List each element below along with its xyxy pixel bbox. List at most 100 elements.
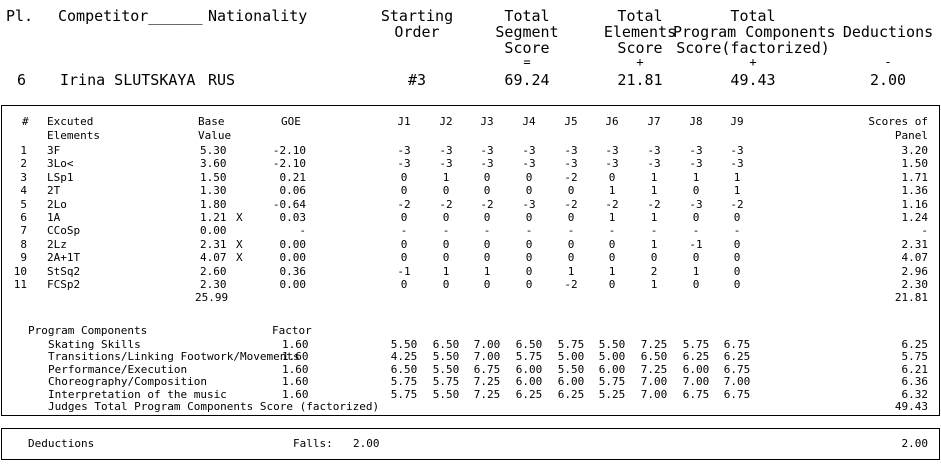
element-row-num: 11 [13,278,27,291]
element-goe: - [299,224,306,237]
element-name: 2Lz [47,238,67,251]
falls-value: 2.00 [353,437,380,450]
element-name: 2A+1T [47,251,81,264]
pcs-judge-score: 7.00 [682,375,710,388]
pcs-judge-score: 5.75 [390,388,418,401]
element-judge-score: -3 [522,157,536,170]
element-judge-score: 0 [608,251,616,264]
col-goe-header: GOE [281,115,301,128]
element-goe: 0.00 [279,251,307,264]
element-judge-score: 0 [608,278,616,291]
deductions-box [1,428,940,460]
judge-header-5: J5 [564,115,578,128]
element-judge-score: 0 [692,251,700,264]
element-panel-score: 1.16 [901,198,929,211]
element-judge-score: 0 [733,278,741,291]
pcs-judge-score: 5.00 [598,350,626,363]
element-judge-score: -3 [647,144,661,157]
pcs-judge-score: 5.50 [557,363,585,376]
element-judge-score: -3 [605,157,619,170]
element-goe: 0.36 [279,265,307,278]
pcs-judge-score: 6.50 [640,350,668,363]
element-judge-score: -3 [522,144,536,157]
element-judge-score: - [608,224,616,237]
pcs-judge-score: 5.75 [598,375,626,388]
element-goe: 0.03 [279,211,307,224]
element-x-marker: X [236,211,243,224]
pcs-component-name: Performance/Execution [48,363,188,376]
pcs-judge-score: 5.50 [390,338,418,351]
pcs-component-name: Skating Skills [48,338,141,351]
element-row-num: 8 [20,238,27,251]
pcs-judge-score: 6.50 [390,363,418,376]
element-judge-score: -3 [730,157,744,170]
pcs-judge-score: 5.75 [557,338,585,351]
col-elements-header-2: Elements [47,129,100,142]
pcs-judge-score: 6.75 [473,363,501,376]
value-deductions: 2.00 [869,71,907,89]
pcs-total: 49.43 [894,400,928,413]
pcs-judge-score: 6.00 [515,375,543,388]
header-pcs-2: Program Components [673,23,836,41]
element-row-num: 5 [20,198,27,211]
pcs-factor: 1.60 [282,363,309,376]
element-judge-score: -3 [689,198,703,211]
element-judge-score: -3 [522,198,536,211]
header-deductions-1: Deductions [842,23,934,41]
pcs-judge-score: 7.00 [473,338,501,351]
element-judge-score: 0 [442,251,450,264]
element-judge-score: 1 [442,265,450,278]
element-judge-score: 0 [525,238,533,251]
element-goe: 0.06 [279,184,307,197]
element-judge-score: 0 [525,251,533,264]
element-judge-score: -2 [564,278,578,291]
col-base-header-2: Value [198,129,232,142]
element-judge-score: -2 [397,198,411,211]
element-row-num: 10 [13,265,27,278]
element-row-num: 4 [20,184,27,197]
pcs-judge-score: 6.25 [557,388,585,401]
element-row-num: 1 [20,144,27,157]
element-goe: 0.21 [279,171,307,184]
pcs-judge-score: 6.00 [598,363,626,376]
element-judge-score: 0 [567,251,575,264]
element-judge-score: -3 [564,157,578,170]
element-judge-score: 0 [525,184,533,197]
element-judge-score: - [525,224,533,237]
element-panel-score: 1.36 [901,184,929,197]
element-judge-score: - [650,224,658,237]
deductions-total: 2.00 [901,437,929,450]
element-base-value: 1.21 [200,211,227,224]
element-panel-score: 3.20 [901,144,929,157]
pcs-judge-score: 5.75 [432,375,460,388]
element-judge-score: -3 [439,157,453,170]
pcs-factor: 1.60 [282,375,309,388]
element-judge-score: 0 [733,211,741,224]
element-judge-score: 0 [692,278,700,291]
element-judge-score: -3 [397,157,411,170]
element-judge-score: -2 [439,198,453,211]
element-base-value: 3.60 [200,157,227,170]
element-judge-score: 0 [400,238,408,251]
header-nationality: Nationality [208,7,308,25]
pcs-judge-score: 5.50 [432,388,460,401]
element-name: FCSp2 [47,278,81,291]
element-judge-score: 1 [567,265,575,278]
element-panel-score: 1.50 [901,157,929,170]
element-name: 3Lo< [47,157,74,170]
element-judge-score: -2 [730,198,744,211]
element-judge-score: -1 [397,265,411,278]
element-base-value: 0.00 [200,224,227,237]
pcs-judge-score: 5.50 [598,338,626,351]
header-tss-4: = [523,55,531,69]
pcs-factor-header: Factor [272,324,312,337]
element-goe: 0.00 [279,278,307,291]
pcs-judge-score: 6.75 [723,338,751,351]
pcs-score: 6.32 [901,388,929,401]
element-judge-score: 0 [400,211,408,224]
element-judge-score: 0 [442,184,450,197]
element-judge-score: - [733,224,741,237]
base-value-total: 25.99 [195,291,229,304]
element-judge-score: 0 [400,184,408,197]
panel-total: 21.81 [894,291,928,304]
